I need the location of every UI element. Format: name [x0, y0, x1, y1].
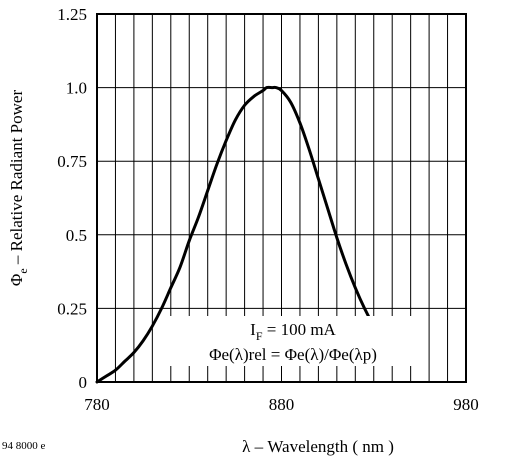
annotation-background	[167, 316, 427, 366]
y-axis-title-text: – Relative Radiant Power	[7, 90, 26, 269]
plot-frame	[96, 13, 467, 383]
y-tick-labels: 0 0.25 0.5 0.75 1.0 1.25	[57, 5, 87, 392]
y-axis-title: Φe – Relative Radiant Power	[7, 90, 30, 287]
y-tick-label: 1.0	[66, 79, 87, 98]
x-tick-label: 980	[453, 395, 479, 414]
y-tick-label: 0.25	[57, 299, 87, 318]
annotation: IF = 100 mA Φe(λ)rel = Φe(λ)/Φe(λp)	[167, 316, 427, 366]
annotation-formula: Φe(λ)rel = Φe(λ)/Φe(λp)	[209, 345, 377, 364]
y-tick-label: 0.5	[66, 226, 87, 245]
y-axis-title-subscript: e	[16, 268, 30, 273]
spectral-curve	[95, 85, 413, 384]
figure-code: 94 8000 e	[2, 440, 46, 452]
x-axis-title: λ – Wavelength ( nm )	[242, 437, 394, 456]
annotation-current-value: = 100 mA	[263, 320, 337, 339]
annotation-current-subscript: F	[256, 329, 263, 343]
y-axis-title-symbol: Φ	[7, 274, 26, 286]
y-tick-label: 0	[79, 373, 88, 392]
annotation-current-symbol: I	[250, 320, 256, 339]
y-tick-label: 1.25	[57, 5, 87, 24]
annotation-current: IF = 100 mA	[250, 320, 336, 343]
x-tick-label: 880	[269, 395, 295, 414]
x-tick-label: 780	[84, 395, 110, 414]
x-tick-labels: 780 880 980	[84, 395, 479, 414]
y-tick-label: 0.75	[57, 152, 87, 171]
